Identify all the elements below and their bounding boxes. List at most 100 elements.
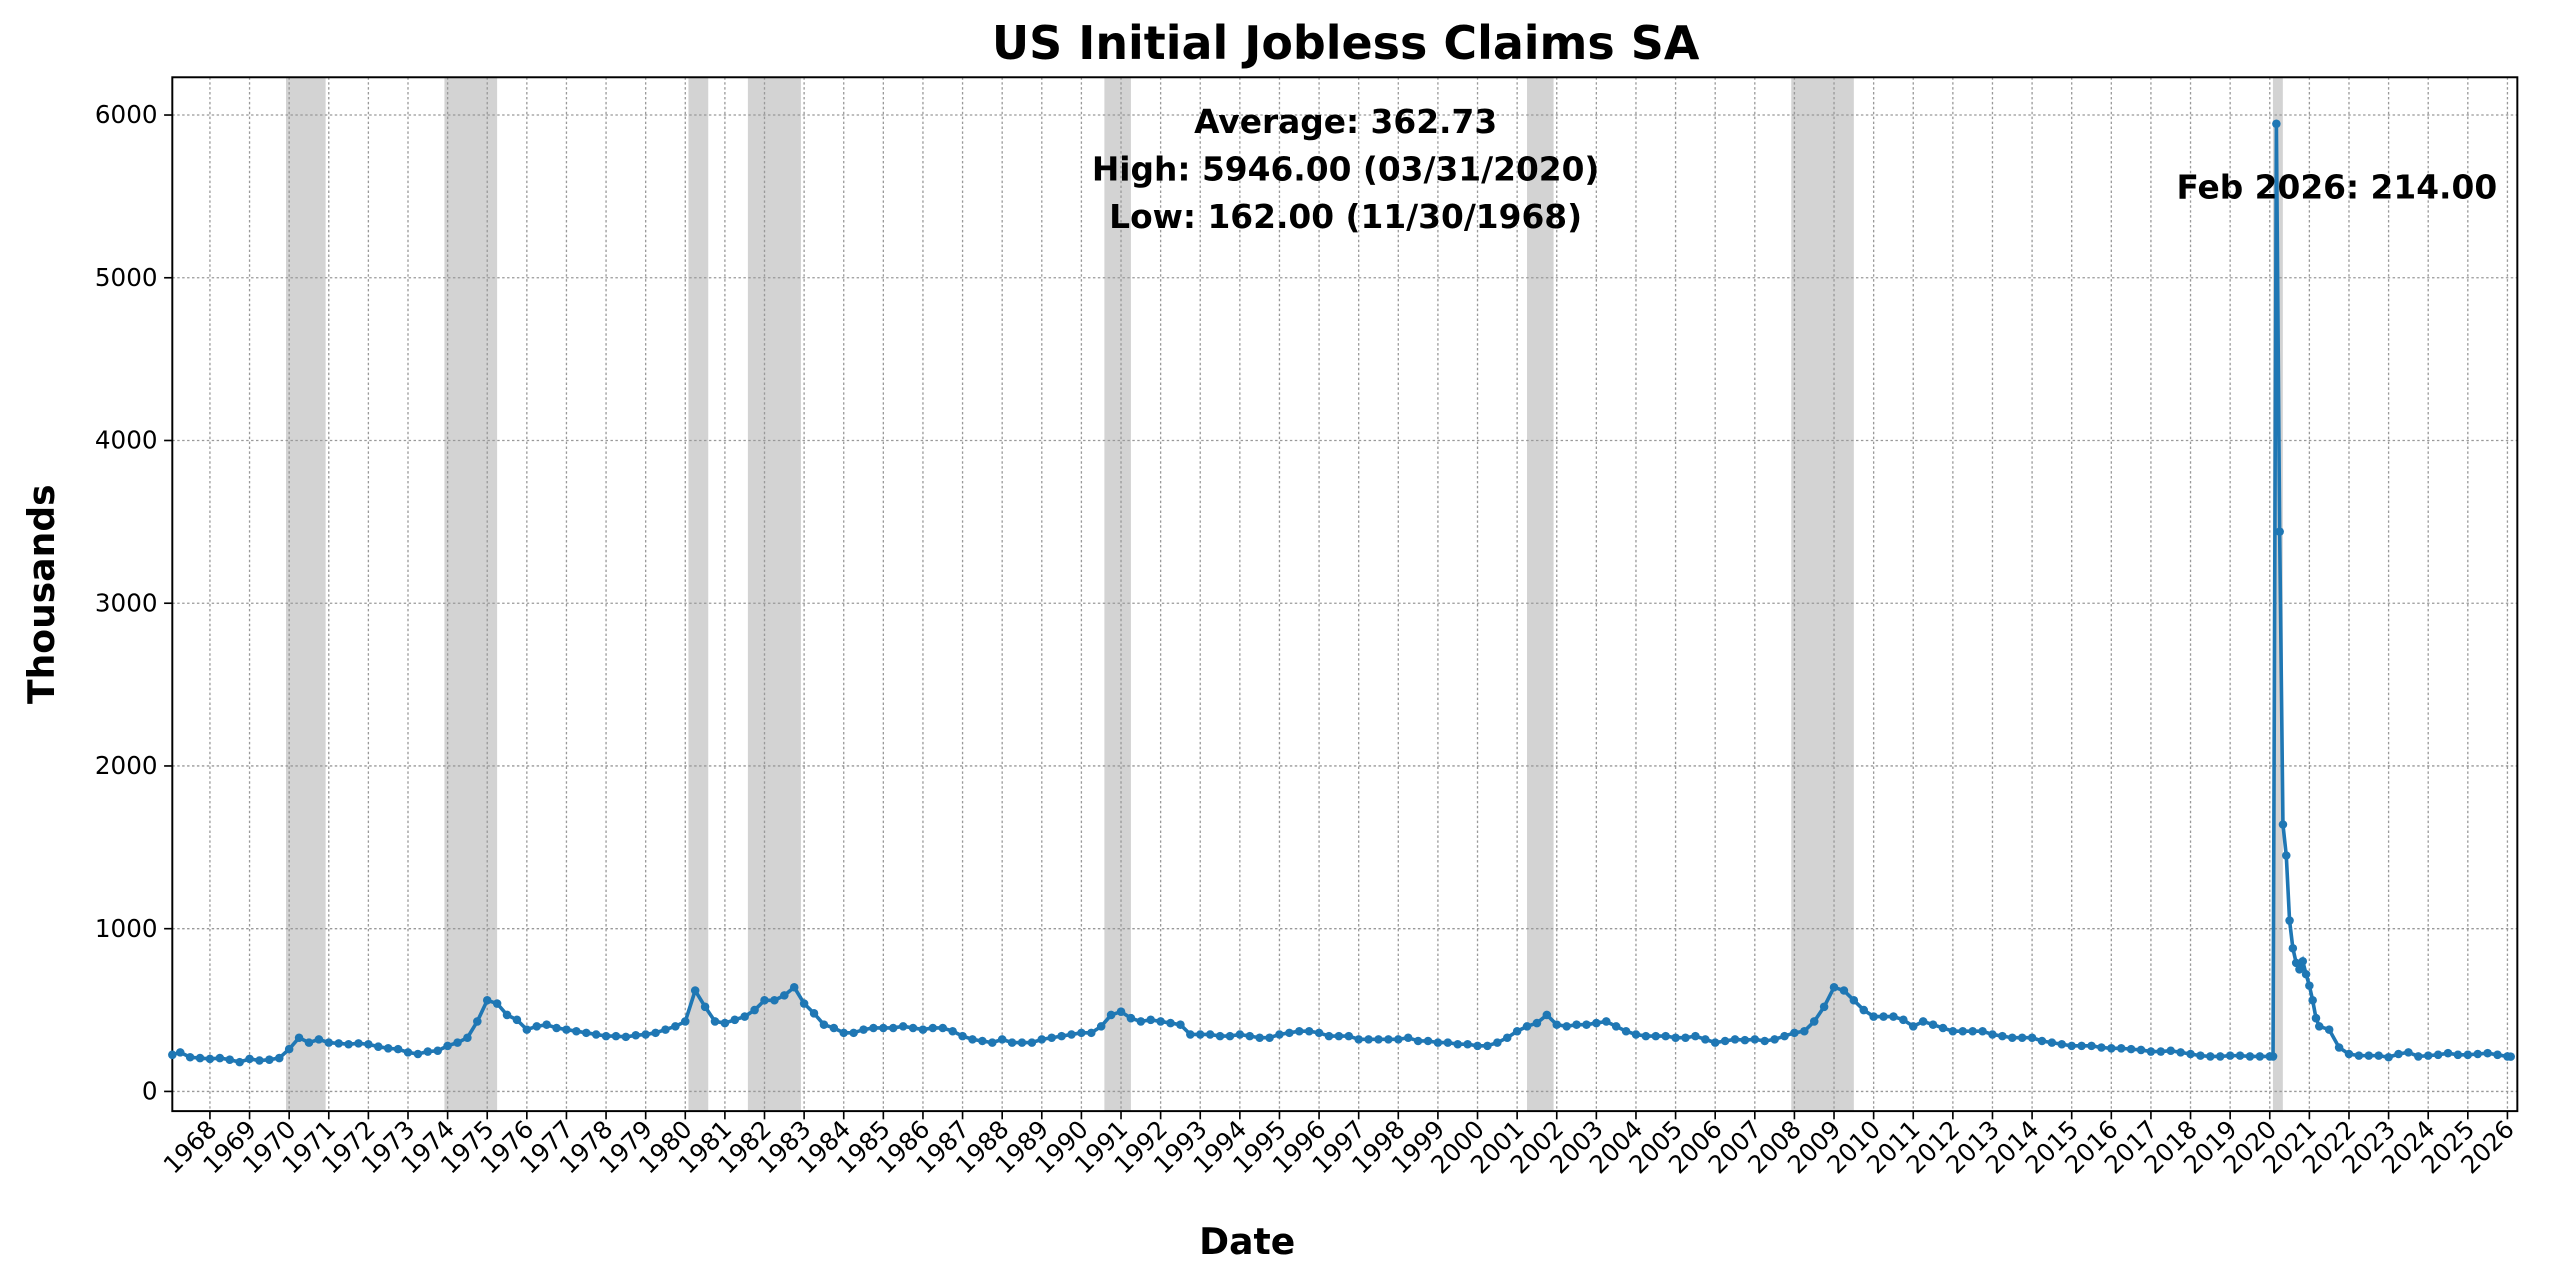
data-point xyxy=(443,1041,452,1051)
data-point xyxy=(1285,1028,1294,1038)
data-point xyxy=(829,1023,839,1033)
data-point xyxy=(1770,1035,1779,1044)
data-point xyxy=(1156,1017,1165,1026)
data-point xyxy=(928,1023,938,1033)
x-axis-label: Date xyxy=(1199,1220,1295,1263)
data-point xyxy=(780,991,789,1000)
data-point xyxy=(2473,1049,2482,1059)
data-point xyxy=(1730,1035,1740,1044)
data-point xyxy=(1324,1031,1334,1041)
data-point xyxy=(1186,1030,1195,1039)
y-tick-label: 4000 xyxy=(95,426,158,455)
data-point xyxy=(1037,1035,1047,1044)
data-point xyxy=(2404,1048,2413,1057)
data-point xyxy=(2008,1033,2017,1042)
data-point xyxy=(888,1023,898,1033)
plot-frame xyxy=(171,76,2519,1113)
last-value-annotation: Feb 2026: 214.00 xyxy=(2176,169,2497,207)
data-point xyxy=(1512,1026,1522,1036)
data-point xyxy=(2301,969,2311,979)
data-point xyxy=(1918,1017,1928,1026)
data-point xyxy=(1235,1030,1245,1039)
data-point xyxy=(1265,1033,1274,1042)
data-point xyxy=(1928,1020,1938,1029)
data-point xyxy=(1047,1033,1056,1042)
data-point xyxy=(492,999,502,1008)
data-point xyxy=(918,1025,928,1034)
data-point xyxy=(2285,916,2294,925)
data-point xyxy=(1780,1031,1789,1041)
data-point xyxy=(374,1042,383,1051)
y-axis-label: Thousands xyxy=(20,484,63,704)
data-point xyxy=(1483,1041,1492,1051)
data-point xyxy=(601,1031,611,1041)
data-point xyxy=(1532,1018,1542,1028)
data-point xyxy=(2483,1048,2492,1058)
data-point xyxy=(2453,1050,2463,1060)
data-point xyxy=(581,1028,591,1038)
data-point xyxy=(2423,1051,2433,1060)
data-point xyxy=(1443,1038,1453,1047)
data-point xyxy=(908,1023,918,1033)
data-point xyxy=(631,1031,641,1040)
data-point xyxy=(2037,1036,2047,1046)
data-point xyxy=(2196,1051,2205,1060)
data-point xyxy=(2087,1041,2096,1051)
data-point xyxy=(2278,820,2288,829)
data-point xyxy=(1869,1012,1878,1021)
data-point xyxy=(671,1022,680,1031)
stats-annotation: High: 5946.00 (03/31/2020) xyxy=(1092,151,1600,189)
data-point xyxy=(2298,956,2308,966)
data-point xyxy=(1225,1031,1235,1041)
data-point xyxy=(453,1038,462,1047)
stats-annotation: Average: 362.73 xyxy=(1194,103,1497,141)
data-point xyxy=(522,1025,532,1034)
data-point xyxy=(2176,1048,2185,1057)
data-point xyxy=(760,996,769,1005)
data-point xyxy=(274,1053,284,1063)
data-point xyxy=(225,1055,235,1064)
data-point xyxy=(1839,986,1849,995)
data-point xyxy=(1968,1026,1977,1036)
data-point xyxy=(1096,1022,1106,1031)
data-point xyxy=(2215,1052,2225,1061)
data-point xyxy=(1859,1005,1869,1015)
data-point xyxy=(1423,1036,1433,1046)
data-point xyxy=(2272,119,2281,129)
data-point xyxy=(2235,1051,2245,1060)
data-point xyxy=(1611,1022,1621,1031)
data-point xyxy=(265,1055,274,1064)
data-point xyxy=(314,1035,324,1044)
data-point xyxy=(235,1057,244,1067)
data-point xyxy=(1334,1031,1344,1041)
data-point xyxy=(205,1054,215,1064)
data-point xyxy=(1384,1035,1393,1044)
data-point xyxy=(2245,1052,2255,1061)
recession-band xyxy=(747,77,801,1112)
data-point xyxy=(334,1039,343,1048)
data-point xyxy=(1879,1012,1888,1021)
data-point xyxy=(383,1044,393,1053)
data-point xyxy=(1106,1010,1116,1020)
data-point xyxy=(175,1048,185,1057)
data-point xyxy=(2324,1025,2334,1034)
chart-title: US Initial Jobless Claims SA xyxy=(992,16,1700,70)
data-point xyxy=(2116,1044,2126,1053)
data-point xyxy=(898,1022,908,1031)
data-point xyxy=(740,1012,749,1021)
data-point xyxy=(1195,1030,1205,1039)
data-point xyxy=(1374,1035,1383,1044)
data-point xyxy=(819,1020,829,1029)
data-point xyxy=(2354,1051,2364,1060)
data-point xyxy=(2364,1051,2374,1060)
data-point xyxy=(1453,1039,1462,1049)
data-point xyxy=(2146,1047,2156,1056)
data-point xyxy=(562,1025,571,1034)
data-point xyxy=(1948,1026,1958,1036)
data-point xyxy=(364,1039,373,1049)
recession-band xyxy=(285,77,326,1112)
data-point xyxy=(403,1048,413,1057)
data-point xyxy=(1275,1030,1284,1039)
data-point xyxy=(1819,1002,1829,1012)
